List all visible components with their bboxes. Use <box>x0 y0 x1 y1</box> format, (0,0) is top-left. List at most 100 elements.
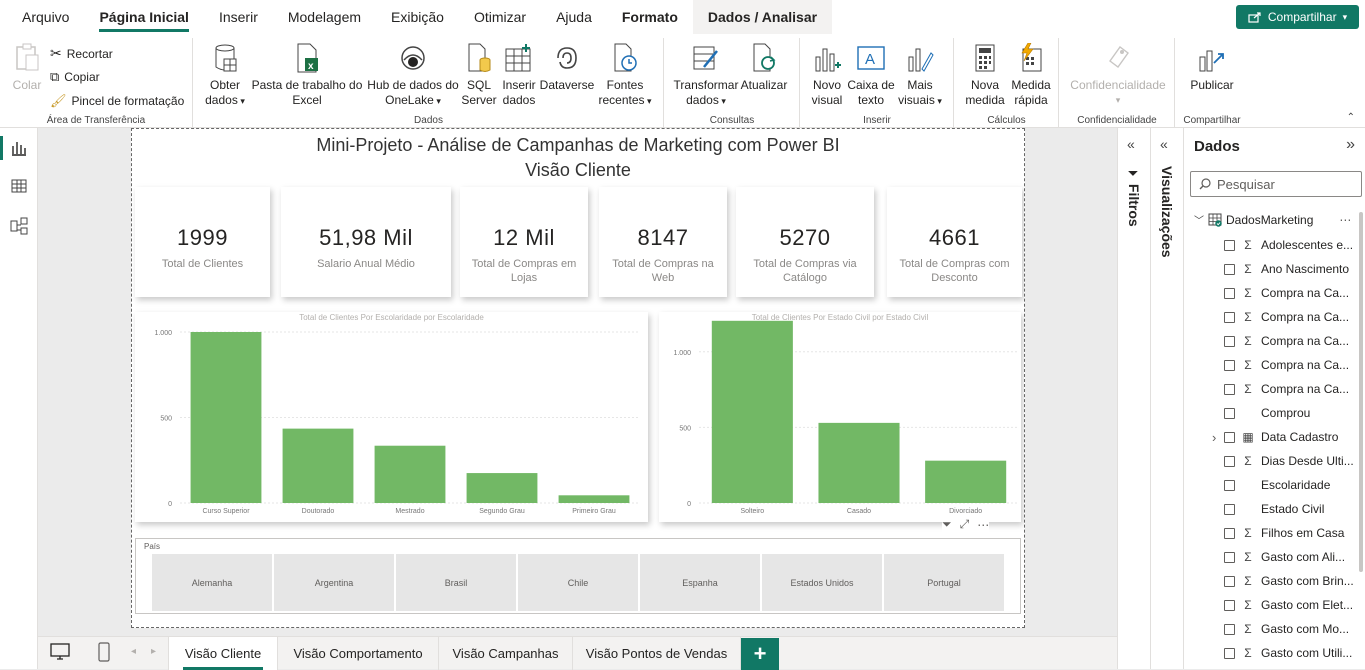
field-item[interactable]: Escolaridade <box>1224 478 1330 492</box>
field-item[interactable]: Σ Gasto com Mo... <box>1224 622 1349 636</box>
next-page-icon[interactable]: ▸ <box>151 646 157 657</box>
more-options-icon[interactable]: ⋯ <box>1339 212 1352 227</box>
field-item[interactable]: Σ Compra na Ca... <box>1224 358 1349 372</box>
field-checkbox[interactable] <box>1224 455 1235 467</box>
collapse-data-pane-icon[interactable]: » <box>1346 136 1355 153</box>
education-chart[interactable]: Total de Clientes Por Escolaridade por E… <box>135 312 648 522</box>
onelake-hub-button[interactable]: Hub de dados do OneLake ▾ <box>364 42 462 109</box>
field-checkbox[interactable] <box>1224 575 1235 587</box>
kpi-card[interactable]: 1999 Total de Clientes <box>135 187 270 297</box>
menu-tab-modeling[interactable]: Modelagem <box>287 9 362 25</box>
menu-tab-data-analyze[interactable]: Dados / Analisar <box>692 0 833 34</box>
filter-icon[interactable]: ⏷ <box>942 517 952 531</box>
slicer-item-alemanha[interactable]: Alemanha <box>152 554 272 611</box>
kpi-card[interactable]: 4661 Total de Compras com Desconto <box>887 187 1022 297</box>
field-item[interactable]: Σ Gasto com Brin... <box>1224 574 1354 588</box>
slicer-item-brasil[interactable]: Brasil <box>396 554 516 611</box>
focus-mode-icon[interactable]: ⤢ <box>959 517 970 531</box>
filters-title[interactable]: ⏷ Filtros <box>1126 168 1142 227</box>
more-options-icon[interactable]: ⋯ <box>977 517 990 532</box>
field-checkbox[interactable] <box>1224 407 1235 419</box>
field-checkbox[interactable] <box>1224 647 1235 659</box>
scrollbar[interactable] <box>1359 212 1363 572</box>
field-checkbox[interactable] <box>1224 359 1235 371</box>
new-visual-button[interactable]: Novo visual <box>807 42 847 108</box>
sensitivity-button[interactable]: Confidencialidade ▾ <box>1066 42 1170 108</box>
report-view-icon[interactable] <box>9 138 29 158</box>
page-tab-visao-cliente[interactable]: Visão Cliente <box>168 637 278 670</box>
share-button[interactable]: Compartilhar ▾ <box>1236 5 1359 29</box>
kpi-card[interactable]: 12 Mil Total de Compras em Lojas <box>460 187 588 297</box>
field-checkbox[interactable] <box>1224 263 1235 275</box>
field-checkbox[interactable] <box>1224 311 1235 323</box>
quick-measure-button[interactable]: Medida rápida <box>1007 42 1055 108</box>
model-view-icon[interactable] <box>9 216 29 236</box>
field-item[interactable]: Σ Filhos em Casa <box>1224 526 1344 540</box>
field-checkbox[interactable] <box>1224 479 1235 491</box>
format-painter-button[interactable]: 🖌 Pincel de formatação <box>50 93 184 109</box>
field-checkbox[interactable] <box>1224 239 1235 251</box>
transform-data-button[interactable]: Transformar dados ▾ <box>673 42 739 109</box>
copy-button[interactable]: ⧉ Copiar <box>50 69 100 85</box>
table-node[interactable]: ﹀ DadosMarketing ⋯ <box>1194 212 1352 228</box>
slicer-item-portugal[interactable]: Portugal <box>884 554 1004 611</box>
collapse-ribbon-icon[interactable]: ⌃ <box>1346 112 1355 123</box>
table-view-icon[interactable] <box>9 176 29 196</box>
field-item[interactable]: Comprou <box>1224 406 1310 420</box>
paste-button[interactable]: Colar <box>10 42 44 93</box>
slicer-item-espanha[interactable]: Espanha <box>640 554 760 611</box>
expand-filters-icon[interactable]: « <box>1127 136 1135 152</box>
field-item[interactable]: Σ Compra na Ca... <box>1224 334 1349 348</box>
mobile-layout-icon[interactable] <box>98 642 110 667</box>
field-checkbox[interactable] <box>1224 383 1235 395</box>
menu-tab-format[interactable]: Formato <box>621 9 678 25</box>
refresh-button[interactable]: Atualizar <box>739 42 789 93</box>
chevron-right-icon[interactable]: › <box>1212 429 1217 445</box>
field-item[interactable]: Σ Compra na Ca... <box>1224 310 1349 324</box>
field-item[interactable]: Σ Dias Desde Ulti... <box>1224 454 1354 468</box>
field-checkbox[interactable] <box>1224 431 1235 443</box>
field-item[interactable]: Σ Compra na Ca... <box>1224 382 1349 396</box>
page-tab-visao-campanhas[interactable]: Visão Campanhas <box>439 637 573 670</box>
page-tab-visao-comportamento[interactable]: Visão Comportamento <box>278 637 439 670</box>
kpi-card[interactable]: 8147 Total de Compras na Web <box>599 187 727 297</box>
marital-status-chart[interactable]: Total de Clientes Por Estado Civil por E… <box>659 312 1021 522</box>
slicer-item-argentina[interactable]: Argentina <box>274 554 394 611</box>
slicer-item-chile[interactable]: Chile <box>518 554 638 611</box>
textbox-button[interactable]: A Caixa de texto <box>847 42 895 108</box>
recent-sources-button[interactable]: Fontes recentes ▾ <box>596 42 654 109</box>
field-item[interactable]: Estado Civil <box>1224 502 1324 516</box>
field-checkbox[interactable] <box>1224 551 1235 563</box>
field-checkbox[interactable] <box>1224 599 1235 611</box>
field-item[interactable]: › ▦ Data Cadastro <box>1212 430 1338 445</box>
field-item[interactable]: Σ Adolescentes e... <box>1224 238 1353 252</box>
prev-page-icon[interactable]: ◂ <box>131 646 137 657</box>
insert-data-button[interactable]: Inserir dados <box>499 42 539 108</box>
field-item[interactable]: Σ Gasto com Elet... <box>1224 598 1353 612</box>
dataverse-button[interactable]: Dataverse <box>540 42 594 93</box>
menu-tab-home[interactable]: Página Inicial <box>84 0 203 34</box>
new-measure-button[interactable]: Nova medida <box>961 42 1009 108</box>
kpi-card[interactable]: 51,98 Mil Salario Anual Médio <box>281 187 451 297</box>
field-search-input[interactable]: Pesquisar <box>1190 171 1362 197</box>
menu-tab-view[interactable]: Exibição <box>391 9 444 25</box>
sql-server-button[interactable]: SQL Server <box>460 42 498 108</box>
slicer-item-estados-unidos[interactable]: Estados Unidos <box>762 554 882 611</box>
field-item[interactable]: Σ Gasto com Utili... <box>1224 646 1352 660</box>
excel-workbook-button[interactable]: x Pasta de trabalho do Excel <box>251 42 363 108</box>
expand-visualizations-icon[interactable]: « <box>1160 136 1168 152</box>
add-page-button[interactable]: + <box>741 638 779 670</box>
page-tab-visao-pontos-de-vendas[interactable]: Visão Pontos de Vendas <box>573 637 741 670</box>
field-checkbox[interactable] <box>1224 623 1235 635</box>
field-item[interactable]: Σ Gasto com Ali... <box>1224 550 1345 564</box>
field-checkbox[interactable] <box>1224 527 1235 539</box>
cut-button[interactable]: ✂ Recortar <box>50 45 113 62</box>
field-checkbox[interactable] <box>1224 503 1235 515</box>
get-data-button[interactable]: Obter dados ▾ <box>204 42 246 109</box>
field-checkbox[interactable] <box>1224 335 1235 347</box>
field-item[interactable]: Σ Ano Nascimento <box>1224 262 1349 276</box>
field-item[interactable]: Σ Compra na Ca... <box>1224 286 1349 300</box>
kpi-card[interactable]: 5270 Total de Compras via Catálogo <box>736 187 874 297</box>
more-visuals-button[interactable]: Mais visuais ▾ <box>896 42 944 109</box>
desktop-layout-icon[interactable] <box>50 643 70 666</box>
